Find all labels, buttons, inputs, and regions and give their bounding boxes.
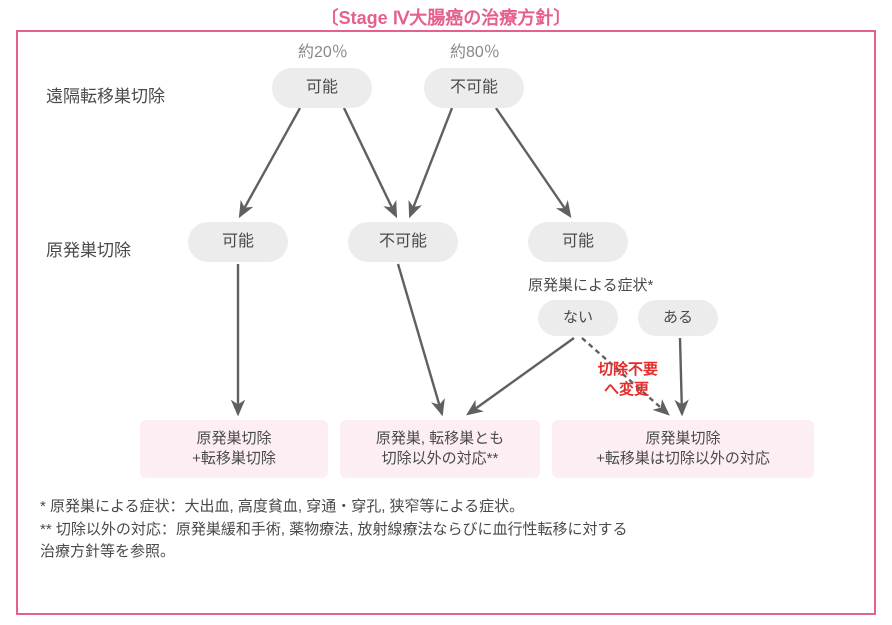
node-text: 原発巣切除 +転移巣は切除以外の対応 — [596, 429, 770, 470]
row-label-metastasis: 遠隔転移巣切除 — [46, 82, 165, 107]
node-text: ない — [563, 308, 593, 328]
row-label-primary: 原発巣切除 — [46, 236, 131, 261]
chart-title: 〔Stage Ⅳ大腸癌の治療方針〕 — [0, 4, 892, 30]
node-text: ある — [663, 308, 693, 328]
node-text: 原発巣, 転移巣とも 切除以外の対応** — [376, 429, 504, 470]
node-text: 不可能 — [450, 77, 498, 99]
node-text: 可能 — [562, 231, 594, 253]
node-outcome-resect-primary-only: 原発巣切除 +転移巣は切除以外の対応 — [552, 420, 814, 478]
percent-80-label: 約80％ — [450, 38, 500, 62]
footnote-line: * 原発巣による症状：大出血, 高度貧血, 穿通・穿孔, 狭窄等による症状。 — [40, 496, 860, 519]
node-primary-possible-1: 可能 — [188, 222, 288, 262]
node-text: 原発巣切除 +転移巣切除 — [192, 429, 276, 470]
node-symptom-present: ある — [638, 300, 718, 336]
node-primary-possible-2: 可能 — [528, 222, 628, 262]
footnotes: * 原発巣による症状：大出血, 高度貧血, 穿通・穿孔, 狭窄等による症状。 *… — [40, 496, 860, 564]
node-metastasis-possible: 可能 — [272, 68, 372, 108]
node-text: 不可能 — [379, 231, 427, 253]
node-metastasis-impossible: 不可能 — [424, 68, 524, 108]
percent-20-label: 約20％ — [298, 38, 348, 62]
symptoms-label: 原発巣による症状* — [528, 274, 653, 295]
chart-title-text: 〔Stage Ⅳ大腸癌の治療方針〕 — [321, 8, 572, 28]
flowchart-canvas: 〔Stage Ⅳ大腸癌の治療方針〕 約20％ 約80％ 遠隔転移巣切除 原発巣切… — [0, 0, 892, 625]
node-text: 可能 — [222, 231, 254, 253]
node-outcome-resect-both: 原発巣切除 +転移巣切除 — [140, 420, 328, 478]
node-symptom-none: ない — [538, 300, 618, 336]
node-text: 可能 — [306, 77, 338, 99]
node-primary-impossible: 不可能 — [348, 222, 458, 262]
callout-line2: へ変更 — [604, 378, 649, 399]
node-outcome-nonresect-both: 原発巣, 転移巣とも 切除以外の対応** — [340, 420, 540, 478]
footnote-line: ** 切除以外の対応：原発巣緩和手術, 薬物療法, 放射線療法ならびに血行性転移… — [40, 519, 860, 542]
footnote-line: 治療方針等を参照。 — [40, 541, 860, 564]
callout-line1: 切除不要 — [598, 358, 658, 379]
